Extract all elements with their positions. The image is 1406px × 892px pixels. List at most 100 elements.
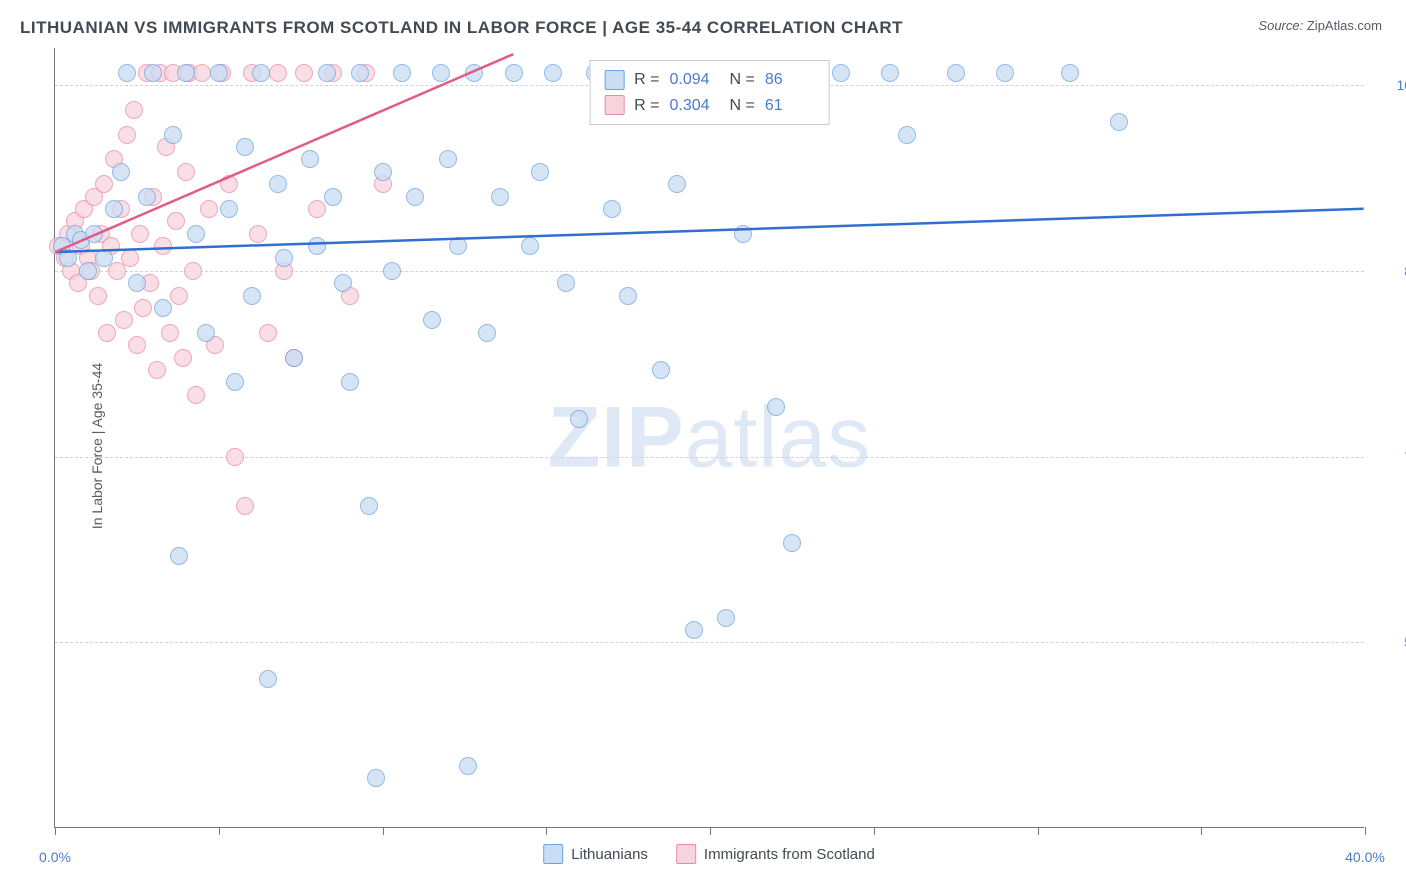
scatter-point	[112, 163, 130, 181]
scatter-point	[95, 249, 113, 267]
ytick-label: 100.0%	[1374, 77, 1406, 93]
scatter-point	[423, 311, 441, 329]
xtick	[1201, 827, 1202, 835]
scatter-point	[85, 225, 103, 243]
stats-row-1: R = 0.094 N = 86	[604, 67, 815, 93]
xtick	[710, 827, 711, 835]
scatter-point	[557, 274, 575, 292]
scatter-point	[308, 237, 326, 255]
scatter-point	[138, 188, 156, 206]
xtick	[1365, 827, 1366, 835]
scatter-point	[243, 287, 261, 305]
scatter-point	[301, 150, 319, 168]
xtick	[874, 827, 875, 835]
source-label: Source:	[1258, 18, 1303, 33]
scatter-point	[996, 64, 1014, 82]
scatter-point	[285, 349, 303, 367]
scatter-point	[668, 175, 686, 193]
scatter-point	[367, 769, 385, 787]
scatter-point	[128, 336, 146, 354]
scatter-point	[148, 361, 166, 379]
scatter-point	[220, 175, 238, 193]
scatter-point	[491, 188, 509, 206]
scatter-point	[125, 101, 143, 119]
legend-item-1: Lithuanians	[543, 844, 648, 864]
stats-row-2: R = 0.304 N = 61	[604, 93, 815, 119]
scatter-point	[98, 324, 116, 342]
scatter-point	[184, 262, 202, 280]
scatter-point	[521, 237, 539, 255]
scatter-point	[193, 64, 211, 82]
scatter-point	[734, 225, 752, 243]
xtick	[1038, 827, 1039, 835]
scatter-point	[295, 64, 313, 82]
xtick	[219, 827, 220, 835]
scatter-point	[118, 64, 136, 82]
scatter-point	[131, 225, 149, 243]
scatter-point	[449, 237, 467, 255]
scatter-point	[164, 126, 182, 144]
stats-r-value-2: 0.304	[670, 93, 720, 119]
scatter-point	[236, 138, 254, 156]
source-name: ZipAtlas.com	[1307, 18, 1382, 33]
stats-swatch-2	[604, 95, 624, 115]
scatter-point	[59, 249, 77, 267]
scatter-point	[161, 324, 179, 342]
scatter-point	[652, 361, 670, 379]
scatter-point	[200, 200, 218, 218]
scatter-point	[432, 64, 450, 82]
trend-lines	[55, 48, 1364, 827]
scatter-point	[79, 262, 97, 280]
scatter-point	[383, 262, 401, 280]
scatter-point	[174, 349, 192, 367]
scatter-point	[1061, 64, 1079, 82]
scatter-point	[226, 373, 244, 391]
scatter-point	[459, 757, 477, 775]
stats-r-value-1: 0.094	[670, 67, 720, 93]
scatter-point	[947, 64, 965, 82]
scatter-point	[95, 175, 113, 193]
xtick	[55, 827, 56, 835]
legend-label-2: Immigrants from Scotland	[704, 846, 875, 863]
stats-n-label: N =	[730, 93, 755, 119]
scatter-point	[478, 324, 496, 342]
scatter-point	[269, 175, 287, 193]
legend-swatch-2	[676, 844, 696, 864]
xtick	[383, 827, 384, 835]
scatter-point	[308, 200, 326, 218]
chart-area: ZIPatlas R = 0.094 N = 86 R = 0.304 N = …	[54, 48, 1364, 828]
gridline	[55, 642, 1364, 643]
scatter-point	[351, 64, 369, 82]
watermark: ZIPatlas	[548, 388, 871, 487]
scatter-point	[259, 670, 277, 688]
scatter-point	[544, 64, 562, 82]
scatter-point	[177, 64, 195, 82]
scatter-point	[167, 212, 185, 230]
stats-n-label: N =	[730, 67, 755, 93]
scatter-point	[252, 64, 270, 82]
legend-swatch-1	[543, 844, 563, 864]
scatter-point	[134, 299, 152, 317]
scatter-point	[393, 64, 411, 82]
legend-item-2: Immigrants from Scotland	[676, 844, 875, 864]
scatter-point	[406, 188, 424, 206]
legend-label-1: Lithuanians	[571, 846, 648, 863]
scatter-point	[197, 324, 215, 342]
scatter-point	[881, 64, 899, 82]
scatter-point	[154, 299, 172, 317]
scatter-point	[187, 225, 205, 243]
scatter-point	[324, 188, 342, 206]
xtick	[546, 827, 547, 835]
scatter-point	[177, 163, 195, 181]
scatter-point	[210, 64, 228, 82]
scatter-point	[570, 410, 588, 428]
scatter-point	[275, 249, 293, 267]
ytick-label: 70.0%	[1374, 449, 1406, 465]
scatter-point	[105, 200, 123, 218]
gridline	[55, 271, 1364, 272]
chart-title: LITHUANIAN VS IMMIGRANTS FROM SCOTLAND I…	[20, 18, 903, 38]
scatter-point	[603, 200, 621, 218]
source-credit: Source: ZipAtlas.com	[1258, 18, 1382, 33]
scatter-point	[619, 287, 637, 305]
scatter-point	[334, 274, 352, 292]
